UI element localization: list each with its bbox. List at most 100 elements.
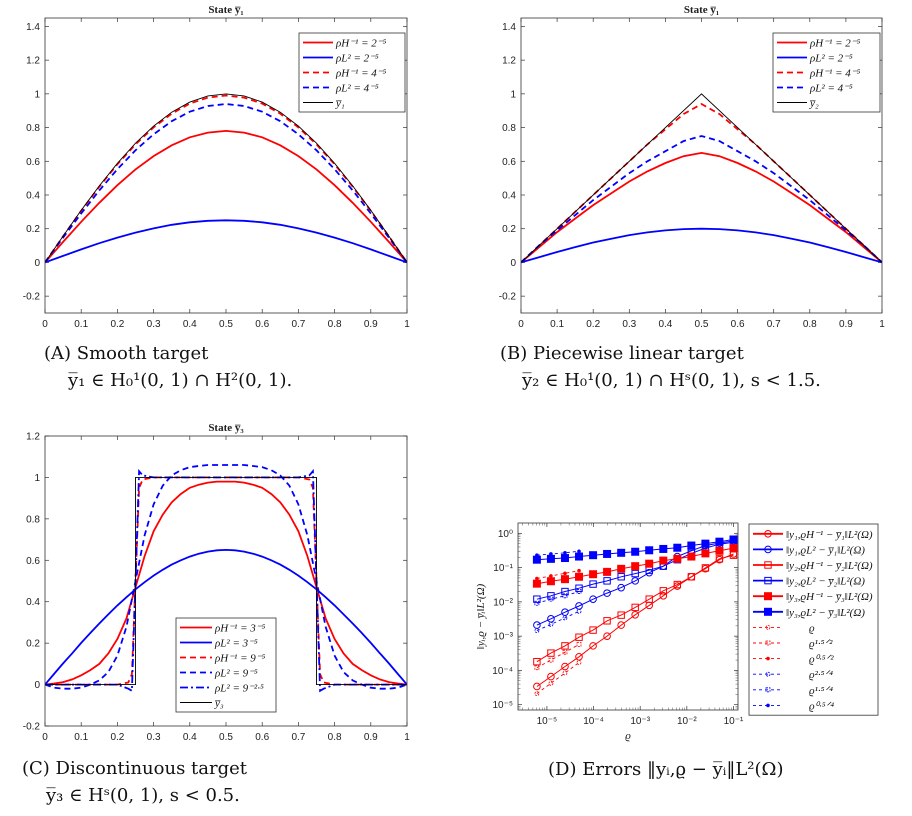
y-tick-label: 1.2 xyxy=(502,56,516,67)
data-point xyxy=(562,670,568,676)
legend-label: ρH⁻¹ = 2⁻⁵ xyxy=(809,38,861,50)
y-tick-label: 10⁰ xyxy=(498,529,513,540)
x-tick-label: 10⁻⁵ xyxy=(537,716,558,727)
data-point xyxy=(560,554,569,563)
data-point xyxy=(534,691,540,697)
y-tick-label: 1 xyxy=(510,89,516,100)
series-line-1 xyxy=(521,227,882,264)
x-tick-label: 0.8 xyxy=(328,319,342,330)
y-tick-label: 0.4 xyxy=(502,191,516,202)
caption-c-title: (C) Discontinuous target xyxy=(22,758,248,779)
data-point xyxy=(715,555,724,563)
legend-item: ϱ¹·⁵ᐟ² xyxy=(753,638,833,650)
data-point xyxy=(589,580,597,588)
legend-label: ϱ¹·⁵ᐟ⁴ xyxy=(809,685,833,697)
data-point xyxy=(631,610,639,619)
data-point xyxy=(589,642,597,650)
legend-item: ρH⁻¹ = 9⁻⁵ xyxy=(180,653,266,665)
x-tick-label: 10⁻⁴ xyxy=(583,716,604,727)
panel-a: 0 0.1 0.2 0.3 0.4 0.5 0.6 0.7 0.8 0.9 1 -0.2 0 0.2 0.4… xyxy=(23,4,410,330)
legend-item: ϱ²·⁵ᐟ⁴ xyxy=(753,669,833,681)
data-point xyxy=(603,617,611,625)
data-point xyxy=(562,615,568,621)
plot-title: State y̅₁ xyxy=(208,4,243,16)
data-point xyxy=(576,589,582,594)
y-tick-label: 1 xyxy=(34,473,40,484)
series-group xyxy=(45,93,407,264)
legend-marker xyxy=(764,576,772,585)
data-point xyxy=(645,559,654,568)
y-tick-label: 0 xyxy=(510,258,516,269)
y-tick-label: 10⁻² xyxy=(493,597,513,608)
legend-item: ρH⁻¹ = 2⁻⁵ xyxy=(303,38,387,50)
legend-item: ‖y₂,ϱH⁻¹ − y̅₂‖L²(Ω) xyxy=(753,560,873,572)
legend: ρH⁻¹ = 2⁻⁵ ρL² = 2⁻⁵ ρH⁻¹ = 4⁻⁵ ρL² = 4⁻⁵ y̅… xyxy=(298,32,406,113)
y-tick-label: 1.4 xyxy=(26,22,40,33)
x-tick-label: 0.2 xyxy=(110,732,124,743)
data-point xyxy=(617,611,625,619)
data-point xyxy=(631,569,639,578)
legend-label: ρL² = 9⁻⁵ xyxy=(214,668,258,680)
legend-item: ρL² = 9⁻⁵ xyxy=(180,668,258,680)
data-point xyxy=(547,649,555,657)
y-tick-label: -0.2 xyxy=(499,292,517,303)
x-tick-label: 0.4 xyxy=(183,732,197,743)
data-point xyxy=(575,602,583,610)
y-tick-label: 0.8 xyxy=(502,123,516,134)
data-point xyxy=(548,622,554,627)
data-point xyxy=(659,544,668,553)
y-tick-label: 0.8 xyxy=(26,123,40,134)
y-tick-label: 1 xyxy=(34,89,40,100)
y-tick-label: 0.6 xyxy=(502,157,516,168)
x-tick-label: 0 xyxy=(42,319,48,330)
legend-item: ‖y₂,ϱL² − y̅₂‖L²(Ω) xyxy=(753,576,865,588)
x-tick-label: 0.1 xyxy=(74,732,88,743)
caption-b-formula: y̅₂ ∈ H₀¹(0, 1) ∩ Hˢ(0, 1), s < 1.5. xyxy=(522,370,821,391)
data-point xyxy=(659,592,668,600)
x-tick-label: 0.6 xyxy=(731,319,745,330)
legend-item: ρH⁻¹ = 4⁻⁵ xyxy=(777,68,861,80)
data-point xyxy=(563,551,567,555)
data-point xyxy=(603,577,611,585)
data-point xyxy=(715,546,724,555)
data-point xyxy=(561,587,569,596)
data-point xyxy=(575,652,583,661)
x-tick-label: 0.5 xyxy=(695,319,709,330)
plot-title: State y̅₃ xyxy=(208,422,244,434)
legend-marker xyxy=(765,671,771,677)
caption-a-title: (A) Smooth target xyxy=(44,343,209,364)
panel-b: 0 0.1 0.2 0.3 0.4 0.5 0.6 0.7 0.8 0.9 1 -0.2 0 0.2 0.4… xyxy=(499,4,885,330)
data-point xyxy=(577,549,581,554)
x-tick-label: 0.6 xyxy=(255,732,269,743)
data-point xyxy=(617,573,625,581)
x-axis-label: ϱ xyxy=(625,730,631,742)
series-line-9 xyxy=(536,610,580,632)
x-tick-label: 0.7 xyxy=(291,732,305,743)
legend-marker xyxy=(764,561,772,569)
caption-c-formula: y̅₃ ∈ Hˢ(0, 1), s < 0.5. xyxy=(46,785,240,806)
y-tick-label: 0.4 xyxy=(26,597,40,608)
data-point xyxy=(701,564,710,572)
legend-label: ϱ²·⁵ᐟ⁴ xyxy=(809,669,833,681)
data-point xyxy=(659,587,668,595)
data-point xyxy=(535,553,539,557)
y-tick-label: 1.4 xyxy=(502,22,516,33)
series-line-11 xyxy=(536,550,580,556)
legend-item: ρL² = 4⁻⁵ xyxy=(303,83,379,95)
legend-label: ρH⁻¹ = 4⁻⁵ xyxy=(809,68,861,80)
data-point xyxy=(729,544,738,553)
legend-item: ρL² = 2⁻⁵ xyxy=(777,53,853,65)
data-point xyxy=(603,589,611,597)
data-point xyxy=(576,642,582,647)
data-point xyxy=(546,554,555,563)
panel-c: 0 0.1 0.2 0.3 0.4 0.5 0.6 0.7 0.8 0.9 1-0.200.20.4… xyxy=(23,422,410,743)
y-tick-label: 1.2 xyxy=(26,56,40,67)
data-point xyxy=(715,537,724,546)
data-point xyxy=(547,672,555,681)
legend-marker xyxy=(765,687,771,693)
caption-a-formula: y̅₁ ∈ H₀¹(0, 1) ∩ H²(0, 1). xyxy=(68,370,293,391)
legend-marker xyxy=(766,703,770,708)
legend-marker xyxy=(765,640,771,646)
legend-box xyxy=(175,617,277,713)
